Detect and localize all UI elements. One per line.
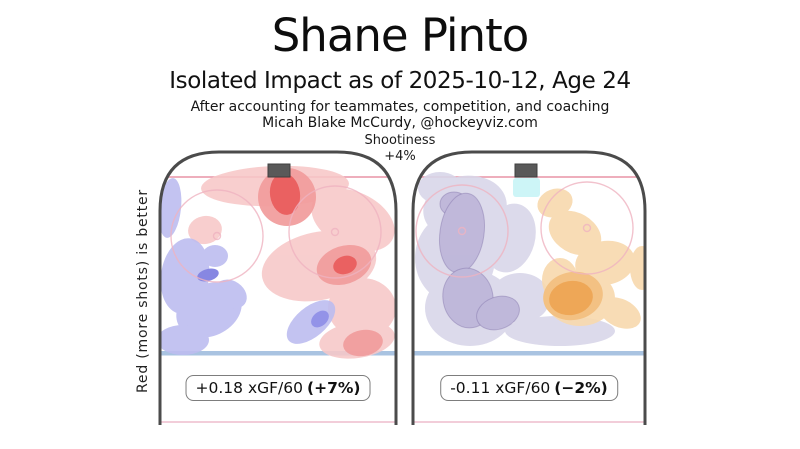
goal (514, 163, 538, 178)
offense-heatmap-blue-cores (197, 268, 329, 328)
faceoff-dot-right (582, 223, 592, 233)
offense-stat-value: +0.18 xGF/60 (195, 379, 303, 397)
offense-stat-box: +0.18 xGF/60 (+7%) (185, 375, 371, 401)
faceoff-circle-right (540, 181, 634, 275)
faceoff-circles (415, 181, 634, 278)
goal (267, 163, 291, 178)
offense-heatmap-light-blue (160, 178, 336, 355)
offense-heatmap-red-cores (269, 173, 357, 275)
page-qualifier: After accounting for teammates, competit… (190, 99, 610, 115)
goal-crease (513, 178, 540, 197)
faceoff-dot-left (212, 231, 222, 241)
defense-heatmap-orange-core (549, 280, 593, 316)
defense-rink-svg (411, 150, 647, 425)
defense-stat-value: -0.11 xGF/60 (450, 379, 551, 397)
faceoff-circle-right (288, 185, 382, 279)
offense-rink-svg (158, 150, 398, 425)
defense-stat-box: -0.11 xGF/60 (−2%) (440, 375, 618, 401)
offense-stat-pct: (+7%) (307, 379, 361, 397)
end-red-line (160, 421, 396, 423)
author-credit: Micah Blake McCurdy, @hockeyviz.com (262, 115, 538, 131)
faceoff-dot-left (457, 226, 467, 236)
end-red-line (413, 421, 645, 423)
blue-line (413, 351, 645, 356)
faceoff-circles (170, 185, 382, 283)
page-title: Shane Pinto (271, 9, 530, 62)
y-axis-label: Red (more shots) is better (135, 189, 151, 393)
shootiness-value: +4% (384, 149, 416, 164)
faceoff-dot-right (330, 227, 340, 237)
rink-outline (411, 150, 647, 425)
faceoff-circle-left (170, 189, 264, 283)
rink-outline (158, 150, 398, 425)
offense-rink-panel: +0.18 xGF/60 (+7%) (157, 148, 399, 425)
shootiness-label: Shootiness (364, 133, 436, 148)
defense-stat-pct: (−2%) (554, 379, 608, 397)
defense-heatmap-mid-purple (439, 191, 520, 331)
defense-rink-panel: -0.11 xGF/60 (−2%) (410, 148, 648, 425)
blue-line (160, 351, 396, 356)
faceoff-circle-left (415, 184, 509, 278)
page-subtitle: Isolated Impact as of 2025-10-12, Age 24 (169, 68, 631, 94)
